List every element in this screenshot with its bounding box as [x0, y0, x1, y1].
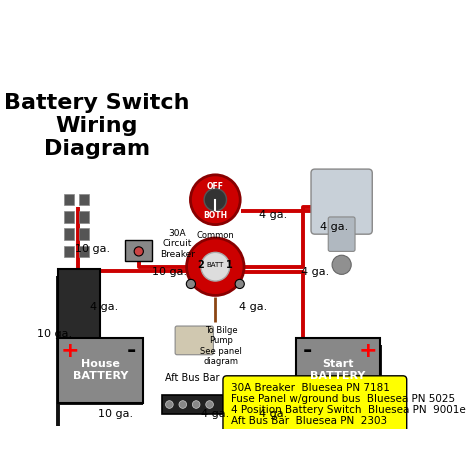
Text: 30A
Circuit
Breaker: 30A Circuit Breaker — [160, 229, 195, 258]
Bar — [80, 211, 89, 223]
Bar — [64, 246, 73, 257]
Text: To Bilge
Pump
See panel
diagram: To Bilge Pump See panel diagram — [200, 326, 242, 366]
Text: Common: Common — [196, 231, 234, 239]
Circle shape — [165, 401, 173, 408]
Circle shape — [134, 247, 143, 256]
Bar — [64, 211, 73, 223]
FancyBboxPatch shape — [175, 326, 213, 355]
Text: 30A Breaker  Bluesea PN 7181: 30A Breaker Bluesea PN 7181 — [231, 384, 390, 394]
Bar — [162, 395, 223, 414]
Text: -: - — [302, 341, 312, 361]
Text: OFF: OFF — [207, 181, 224, 190]
Text: 10 ga.: 10 ga. — [152, 268, 187, 278]
Circle shape — [191, 175, 240, 225]
Text: +: + — [359, 341, 378, 361]
Text: 10 ga.: 10 ga. — [75, 245, 110, 255]
Text: 4 ga.: 4 ga. — [259, 409, 287, 419]
Bar — [64, 228, 73, 240]
Text: +: + — [61, 341, 79, 361]
Text: 4 Position Battery Switch  Bluesea PN  9001e: 4 Position Battery Switch Bluesea PN 900… — [231, 405, 465, 415]
Circle shape — [235, 279, 244, 288]
Circle shape — [192, 401, 200, 408]
Bar — [80, 228, 89, 240]
Text: BOTH: BOTH — [203, 211, 228, 220]
Text: BATT: BATT — [207, 262, 224, 268]
Text: Aft Bus Bar: Aft Bus Bar — [165, 374, 219, 384]
Bar — [80, 246, 89, 257]
Text: 4 ga.: 4 ga. — [259, 210, 287, 220]
Text: Fuse Panel w/ground bus  Bluesea PN 5025: Fuse Panel w/ground bus Bluesea PN 5025 — [231, 394, 455, 404]
Bar — [296, 337, 380, 403]
Bar — [125, 240, 152, 261]
Circle shape — [187, 238, 244, 296]
Bar — [80, 194, 89, 206]
Circle shape — [179, 401, 187, 408]
Text: 4 ga.: 4 ga. — [201, 409, 229, 419]
Text: Start
BATTERY: Start BATTERY — [310, 359, 365, 381]
Circle shape — [206, 401, 213, 408]
Text: -: - — [127, 341, 136, 361]
Text: House
BATTERY: House BATTERY — [73, 359, 128, 381]
Circle shape — [201, 252, 230, 281]
FancyBboxPatch shape — [328, 217, 355, 251]
Bar — [64, 194, 73, 206]
Text: 4 ga.: 4 ga. — [320, 221, 348, 231]
Text: 4 ga.: 4 ga. — [301, 268, 329, 278]
Text: 1: 1 — [226, 260, 233, 270]
Text: Aft Bus Bar  Bluesea PN  2303: Aft Bus Bar Bluesea PN 2303 — [231, 416, 387, 426]
Text: 4 ga.: 4 ga. — [239, 302, 268, 312]
Bar — [58, 337, 143, 403]
FancyBboxPatch shape — [311, 169, 372, 234]
Text: 2: 2 — [198, 260, 204, 270]
Bar — [58, 268, 100, 353]
FancyBboxPatch shape — [223, 376, 407, 433]
Text: 4 ga.: 4 ga. — [90, 302, 118, 312]
Circle shape — [332, 255, 351, 274]
Text: Battery Switch
Wiring
Diagram: Battery Switch Wiring Diagram — [4, 92, 190, 159]
Circle shape — [204, 188, 227, 211]
Text: 10 ga.: 10 ga. — [98, 409, 133, 419]
Text: 10 ga.: 10 ga. — [37, 329, 72, 339]
Circle shape — [186, 279, 195, 288]
